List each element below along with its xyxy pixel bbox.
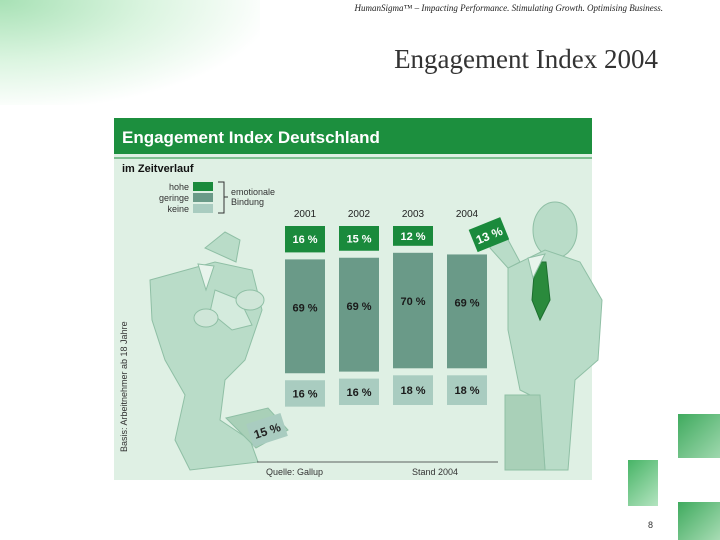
legend-label-geringe: geringe: [159, 193, 189, 203]
page-number: 8: [648, 520, 654, 530]
year-label-2001: 2001: [294, 209, 317, 220]
status-note: Stand 2004: [412, 467, 458, 477]
legend-swatch-hohe: [193, 182, 213, 191]
decorative-tile: [678, 414, 720, 458]
y-axis-label: Basis: Arbeitnehmer ab 18 Jahre: [119, 321, 129, 452]
legend-bracket: [218, 181, 228, 214]
callout-2004-high-box: [468, 217, 510, 253]
legend-swatch-keine: [193, 204, 213, 213]
slide-tagline: HumanSigma™ – Impacting Performance. Sti…: [354, 3, 663, 13]
legend-label-keine: keine: [167, 204, 189, 214]
bar-label-hohe-2001: 16 %: [292, 234, 317, 246]
chart-title: Engagement Index Deutschland: [122, 128, 380, 147]
bar-hohe-2003: [393, 226, 433, 246]
bar-hohe-2002: [339, 226, 379, 251]
bar-geringe-2004: [447, 254, 487, 369]
bars-layer: [285, 226, 487, 407]
chart-header: [114, 118, 592, 154]
bar-geringe-2003: [393, 252, 433, 369]
bar-label-keine-2001: 16 %: [292, 388, 317, 400]
bar-geringe-2002: [339, 257, 379, 372]
bar-labels: 16 % 69 % 16 % 15 % 69 % 16 % 12 % 70 % 18 % 69 %…: [292, 231, 479, 401]
legend-swatch-geringe: [193, 193, 213, 202]
decorative-tile: [628, 460, 658, 506]
bar-keine-2003: [393, 375, 433, 405]
figure-right-illustration: [489, 201, 603, 471]
callout-none: 15 %: [246, 413, 288, 447]
bar-keine-2004: [447, 375, 487, 405]
corner-glow: [0, 0, 260, 105]
callout-2004-high: 13 %: [468, 217, 510, 253]
year-label-2002: 2002: [348, 209, 371, 220]
legend: hohe geringe keine emotionale Bindung: [159, 181, 275, 214]
bar-label-keine-2002: 16 %: [346, 387, 371, 399]
legend-label-hohe: hohe: [169, 182, 189, 192]
bar-label-keine-2003: 18 %: [400, 385, 425, 397]
bar-label-hohe-2002: 15 %: [346, 233, 371, 245]
bar-label-geringe-2001: 69 %: [292, 302, 317, 314]
source-note: Quelle: Gallup: [266, 467, 323, 477]
bar-label-geringe-2002: 69 %: [346, 301, 371, 313]
slide-title: Engagement Index 2004: [394, 44, 658, 74]
bar-keine-2001: [285, 380, 325, 407]
bar-keine-2002: [339, 378, 379, 405]
decorative-tile: [678, 502, 720, 540]
bar-hohe-2001: [285, 226, 325, 253]
year-labels: 2001 2002 2003 2004: [294, 209, 479, 220]
callout-none-box: [246, 413, 288, 447]
bar-geringe-2001: [285, 259, 325, 374]
year-label-2004: 2004: [456, 209, 479, 220]
decorative-tiles: [620, 410, 720, 540]
bar-label-geringe-2004: 69 %: [454, 297, 479, 309]
legend-group-label: emotionale Bindung: [231, 187, 275, 207]
chart-subtitle: im Zeitverlauf: [122, 163, 194, 175]
year-label-2003: 2003: [402, 209, 425, 220]
bar-label-geringe-2003: 70 %: [400, 296, 425, 308]
bar-label-keine-2004: 18 %: [454, 385, 479, 397]
bar-label-hohe-2003: 12 %: [400, 231, 425, 243]
